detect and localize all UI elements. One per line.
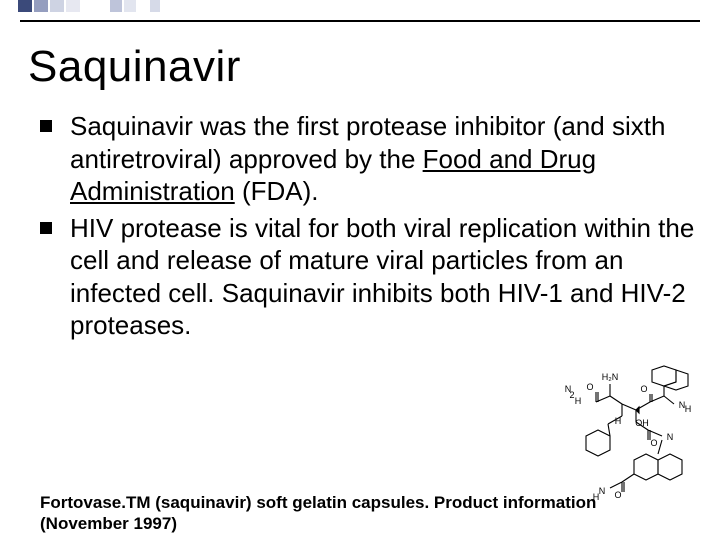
bullet-item: HIV protease is vital for both viral rep…	[40, 212, 696, 342]
decoration-square	[18, 0, 32, 12]
svg-text:N: N	[565, 384, 572, 394]
slide-body: Saquinavir was the first protease inhibi…	[40, 110, 696, 346]
svg-text:O: O	[640, 384, 647, 394]
bullet-text-post: (FDA).	[235, 176, 319, 206]
bullet-text: Saquinavir was the first protease inhibi…	[70, 110, 696, 208]
decoration-square	[110, 0, 122, 12]
svg-text:H: H	[615, 416, 622, 426]
decoration-square	[50, 0, 64, 12]
decoration-square	[124, 0, 136, 12]
chemical-structure-icon: ONHOH2NH₂NHOHONONH	[524, 360, 694, 510]
decoration-square	[66, 0, 80, 12]
header-decoration	[0, 0, 720, 22]
svg-text:H: H	[575, 396, 582, 406]
svg-text:O: O	[586, 382, 593, 392]
bullet-square-icon	[40, 222, 52, 234]
decoration-square	[150, 0, 160, 12]
bullet-item: Saquinavir was the first protease inhibi…	[40, 110, 696, 208]
svg-text:H₂N: H₂N	[602, 372, 619, 382]
citation-footer: Fortovase.TM (saquinavir) soft gelatin c…	[40, 492, 680, 535]
svg-text:H: H	[685, 404, 692, 414]
bullet-text: HIV protease is vital for both viral rep…	[70, 212, 696, 342]
bullet-text-pre: HIV protease is vital for both viral rep…	[70, 213, 694, 341]
svg-text:O: O	[650, 438, 657, 448]
slide-title: Saquinavir	[28, 42, 241, 92]
svg-text:N: N	[667, 432, 674, 442]
decoration-square	[34, 0, 48, 12]
header-rule	[20, 20, 700, 22]
bullet-square-icon	[40, 120, 52, 132]
svg-text:OH: OH	[635, 418, 649, 428]
